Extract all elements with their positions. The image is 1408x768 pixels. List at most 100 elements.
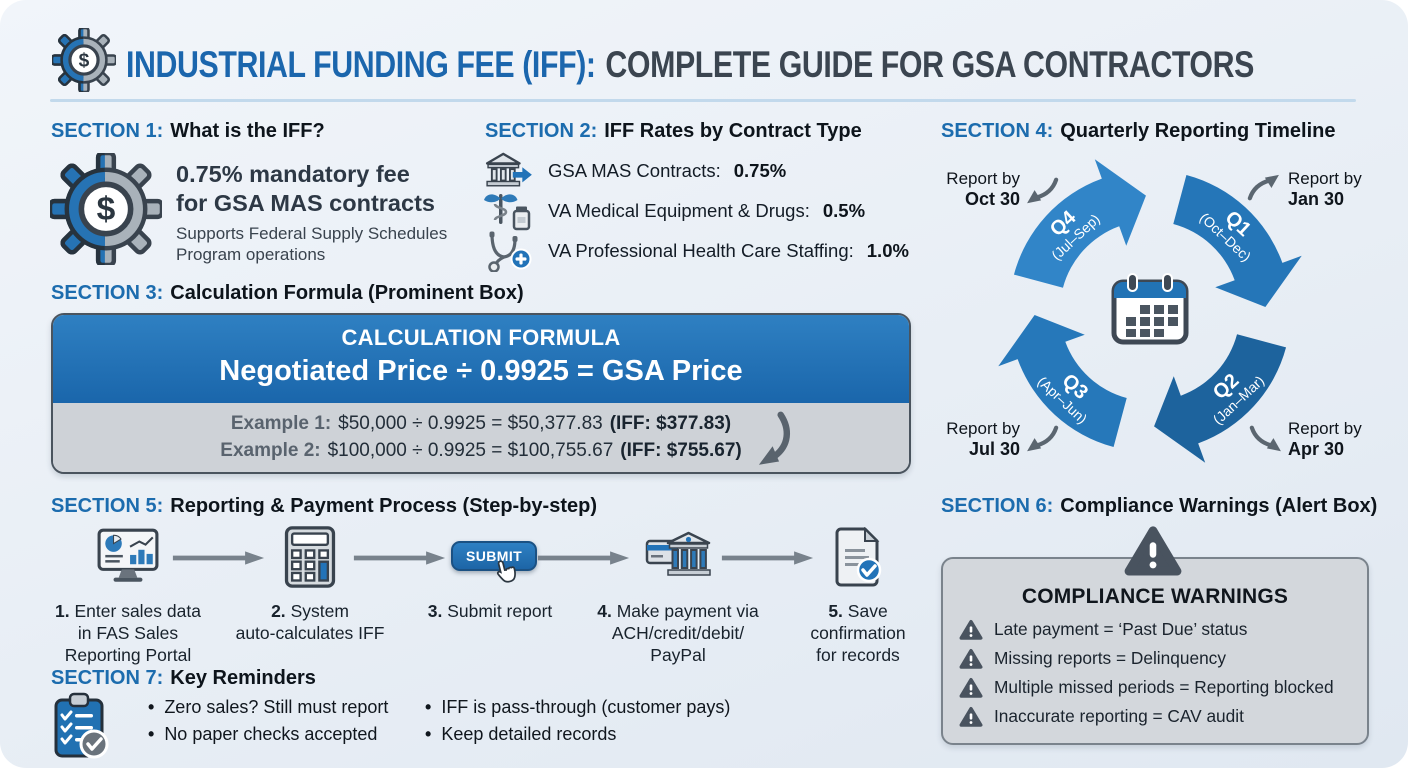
page-title-secondary: COMPLETE GUIDE FOR GSA CONTRACTORS [605,44,1254,85]
bullet-dot: • [148,697,155,717]
section-3-title: Calculation Formula (Prominent Box) [170,282,524,304]
compliance-alert-box: COMPLIANCE WARNINGS Late payment = ‘Past… [941,557,1369,745]
section-2-heading: SECTION 2: IFF Rates by Contract Type [485,120,862,143]
healthcare-staffing-icon [488,231,532,272]
section-2-title: IFF Rates by Contract Type [604,120,862,142]
curved-pointer-arrow-icon [758,411,790,465]
deadline-prefix: Report by [1288,169,1362,188]
section-4-label: SECTION 4: [941,120,1054,142]
reminder-item: • IFF is pass-through (customer pays) [425,697,731,717]
section-4-title: Quarterly Reporting Timeline [1060,120,1336,142]
rate-row-va-staffing: VA Professional Health Care Staffing: 1.0… [483,230,909,272]
example-iff: (IFF: $755.67) [620,440,742,461]
example-equation: $50,000 ÷ 0.9925 = $50,377.83 [338,413,603,434]
flow-arrow-icon [352,549,447,567]
step-5-label: 5. Save confirmation for records [810,601,906,665]
hand-cursor-icon [496,560,516,583]
section-7-title: Key Reminders [170,667,316,689]
section-2-label: SECTION 2: [485,120,598,142]
section-5-label: SECTION 5: [51,495,164,517]
reminder-item: • No paper checks accepted [148,724,378,744]
iff-headline-line2: for GSA MAS contracts [176,190,435,216]
swoosh-arrow-icon [1246,424,1284,454]
page-title: INDUSTRIAL FUNDING FEE (IFF): COMPLETE GU… [126,44,1254,86]
medical-equipment-icon [484,194,531,231]
rate-item-value: 1.0% [866,240,909,261]
rate-row-gsa-mas: GSA MAS Contracts: 0.75% [483,150,786,192]
calculation-formula-box: CALCULATION FORMULA Negotiated Price ÷ 0… [51,313,911,474]
compliance-box-title: COMPLIANCE WARNINGS [1021,585,1289,608]
step-4-label: 4. Make payment via ACH/credit/debit/ Pa… [597,601,759,665]
swoosh-arrow-icon [1024,424,1062,454]
warning-triangle-icon [959,677,983,698]
warning-item: Inaccurate reporting = CAV audit [959,704,1244,728]
step-number: 2. [271,601,286,621]
header-divider [50,99,1356,102]
deadline-prefix: Report by [946,419,1020,438]
section-3-heading: SECTION 3: Calculation Formula (Prominent… [51,282,524,305]
formula-example-1: Example 1: $50,000 ÷ 0.9925 = $50,377.83 (… [53,410,909,437]
step-number: 4. [597,601,612,621]
warning-triangle-icon [959,706,983,727]
submit-button-illustration: SUBMIT [451,541,538,583]
rate-item-value: 0.5% [822,200,866,221]
gear-dollar-logo-icon [52,28,116,92]
step-number: 5. [828,601,843,621]
section-1-title: What is the IFF? [170,120,325,142]
reminder-item: • Zero sales? Still must report [148,697,389,717]
deadline-jan-30: Report by Jan 30 [1288,168,1380,210]
rate-item-text: GSA MAS Contracts: [548,160,721,181]
deadline-date: Apr 30 [1288,439,1345,459]
monitor-chart-icon [97,528,159,582]
bullet-dot: • [425,697,432,717]
page-title-primary: INDUSTRIAL FUNDING FEE (IFF): [126,44,596,85]
reminder-item: • Keep detailed records [425,724,617,744]
step-2-label: 2. System auto-calculates IFF [235,601,385,643]
formula-text: Negotiated Price ÷ 0.9925 = GSA Price [219,355,743,387]
formula-box-header: CALCULATION FORMULA Negotiated Price ÷ 0… [53,315,909,403]
step-number: 3. [427,601,443,621]
quarterly-cycle-diagram: Q4 (Jul–Sep) Q1 (Oct–Dec) Q2 (Jan–Mar) Q… [981,142,1319,480]
iff-subtext-line1: Supports Federal Supply Schedules [176,224,448,243]
flow-arrow-icon [720,549,815,567]
calculator-icon [284,526,336,588]
formula-box-title: CALCULATION FORMULA [341,325,621,350]
step-1-label: 1. Enter sales data in FAS Sales Reporti… [55,601,201,665]
section-6-label: SECTION 6: [941,495,1054,517]
deadline-date: Jul 30 [968,439,1020,459]
section-7-heading: SECTION 7: Key Reminders [51,667,316,690]
warning-item: Multiple missed periods = Reporting bloc… [959,675,1334,699]
bank-payment-icon [645,531,711,576]
section-1-label: SECTION 1: [51,120,164,142]
bank-arrow-icon [485,152,532,187]
gear-dollar-icon [50,153,162,265]
section-1-content: 0.75% mandatory fee for GSA MAS contract… [176,160,447,265]
rate-item-value: 0.75% [733,160,787,181]
example-label: Example 1: [230,413,332,434]
flow-arrow-icon [536,549,631,567]
section-5-title: Reporting & Payment Process (Step-by-ste… [170,495,597,517]
example-iff: (IFF: $377.83) [609,413,732,434]
section-4-heading: SECTION 4: Quarterly Reporting Timeline [941,120,1336,143]
warning-item: Missing reports = Delinquency [959,646,1226,670]
warning-triangle-large-icon [1124,524,1182,576]
example-label: Example 2: [220,440,321,461]
section-6-heading: SECTION 6: Compliance Warnings (Alert Box… [941,495,1377,518]
deadline-prefix: Report by [946,169,1020,188]
deadline-date: Oct 30 [964,189,1020,209]
swoosh-arrow-icon [1244,172,1282,202]
bullet-dot: • [148,724,155,744]
rate-item-text: VA Professional Health Care Staffing: [548,240,854,261]
swoosh-arrow-icon [1024,176,1062,206]
iff-subtext-line2: Program operations [176,245,326,264]
section-5-heading: SECTION 5: Reporting & Payment Process (S… [51,495,597,518]
deadline-jul-30: Report by Jul 30 [934,418,1020,460]
section-3-label: SECTION 3: [51,282,164,304]
step-number: 1. [55,601,70,621]
clipboard-check-icon [54,692,109,759]
section-6-title: Compliance Warnings (Alert Box) [1060,495,1378,517]
submit-button: SUBMIT [451,541,538,571]
warning-triangle-icon [959,648,983,669]
example-equation: $100,000 ÷ 0.9925 = $100,755.67 [327,440,614,461]
